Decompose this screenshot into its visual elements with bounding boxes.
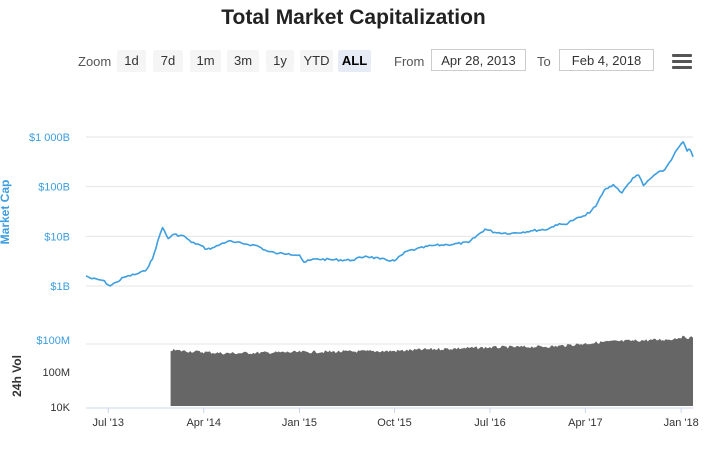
market-cap-series-line	[85, 141, 694, 287]
x-tick-label: Jul '13	[93, 417, 124, 429]
to-date-input[interactable]	[559, 49, 654, 71]
x-tick-label: Jan '18	[664, 417, 699, 429]
zoom-1d-button[interactable]: 1d	[117, 50, 146, 72]
y-tick-label: $100B	[38, 182, 70, 194]
from-date-input[interactable]	[431, 49, 526, 71]
volume-tick-label: 10K	[50, 402, 70, 414]
from-label: From	[394, 54, 425, 69]
range-selector: Zoom 1d 7d 1m 3m 1y YTD ALL From To	[0, 48, 707, 76]
zoom-7d-button[interactable]: 7d	[153, 50, 183, 72]
zoom-3m-button[interactable]: 3m	[227, 50, 259, 72]
x-tick-label: Apr '14	[186, 417, 221, 429]
zoom-1y-button[interactable]: 1y	[266, 50, 294, 72]
y-tick-label: $1B	[50, 281, 70, 293]
x-tick-label: Oct '15	[377, 417, 412, 429]
to-label: To	[537, 54, 551, 69]
zoom-label: Zoom	[78, 54, 112, 69]
y-tick-label: $10B	[44, 231, 70, 243]
volume-series-area	[170, 335, 694, 406]
zoom-ytd-button[interactable]: YTD	[300, 50, 333, 72]
x-tick-label: Jul '16	[474, 417, 505, 429]
x-tick-label: Jan '15	[282, 417, 317, 429]
volume-axis-label: 24h Vol	[10, 355, 24, 397]
hamburger-menu-icon[interactable]	[672, 54, 692, 70]
x-tick-label: Apr '17	[568, 417, 603, 429]
chart-title: Total Market Capitalization	[221, 6, 486, 29]
market-cap-axis-label: Market Cap	[0, 180, 12, 245]
zoom-1m-button[interactable]: 1m	[190, 50, 221, 72]
zoom-all-button[interactable]: ALL	[338, 50, 371, 72]
y-tick-label: $1 000B	[29, 132, 70, 144]
volume-tick-label: 100M	[42, 367, 70, 379]
volume-tick-label: $100M	[36, 335, 70, 347]
